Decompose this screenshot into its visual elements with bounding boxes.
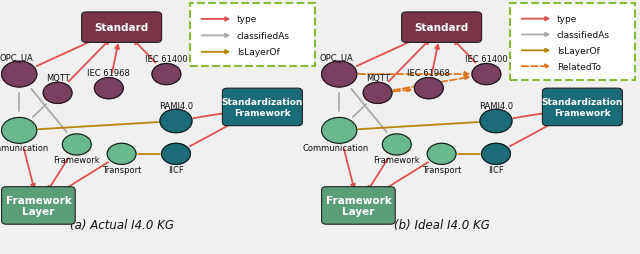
Text: Standard: Standard [95,23,148,33]
Text: IEC 61400: IEC 61400 [145,55,188,64]
Text: IICF: IICF [168,165,184,174]
Text: Standardization
Framework: Standardization Framework [541,98,623,117]
Text: type: type [237,15,257,24]
Circle shape [1,118,36,144]
Text: OPC_UA: OPC_UA [0,53,33,62]
FancyBboxPatch shape [402,13,482,43]
Circle shape [480,110,512,133]
Text: Framework
Layer: Framework Layer [6,195,71,216]
Circle shape [161,144,191,165]
Circle shape [107,144,136,165]
Text: Transport: Transport [422,165,461,174]
Circle shape [43,83,72,104]
Circle shape [95,78,124,99]
Text: IEC 61400: IEC 61400 [465,55,508,64]
Circle shape [482,144,511,165]
FancyBboxPatch shape [191,4,315,67]
Text: Framework
Layer: Framework Layer [326,195,391,216]
Text: RelatedTo: RelatedTo [557,62,601,71]
Text: MQTT: MQTT [45,74,70,83]
Text: OPC_UA: OPC_UA [319,53,353,62]
Text: Communication: Communication [303,144,369,153]
Text: classifiedAs: classifiedAs [237,32,290,41]
Text: IsLayerOf: IsLayerOf [557,47,600,56]
Circle shape [364,83,392,104]
FancyBboxPatch shape [1,187,76,224]
FancyBboxPatch shape [322,187,396,224]
Circle shape [321,118,357,144]
Text: Communication: Communication [0,144,49,153]
Text: type: type [557,15,577,24]
FancyBboxPatch shape [82,13,161,43]
Text: classifiedAs: classifiedAs [557,31,610,40]
Text: (b) Ideal I4.0 KG: (b) Ideal I4.0 KG [394,218,490,231]
Text: RAMI4.0: RAMI4.0 [479,101,513,110]
FancyBboxPatch shape [223,89,302,126]
Circle shape [152,64,181,85]
Text: Framework: Framework [374,156,420,165]
Text: MQTT: MQTT [365,74,390,83]
Circle shape [160,110,192,133]
Text: RAMI4.0: RAMI4.0 [159,101,193,110]
Circle shape [428,144,456,165]
FancyBboxPatch shape [543,89,622,126]
Text: Standardization
Framework: Standardization Framework [221,98,303,117]
Text: IsLayerOf: IsLayerOf [237,48,280,57]
Circle shape [472,64,500,85]
Circle shape [63,134,91,155]
Text: Framework: Framework [54,156,100,165]
Circle shape [383,134,412,155]
Circle shape [1,62,36,88]
Text: Standard: Standard [415,23,468,33]
Text: IEC 61968: IEC 61968 [408,69,450,78]
Circle shape [321,62,357,88]
Text: IEC 61968: IEC 61968 [88,69,130,78]
Text: IICF: IICF [488,165,504,174]
Text: Transport: Transport [102,165,141,174]
FancyBboxPatch shape [511,4,636,81]
Circle shape [415,78,444,99]
Text: (a) Actual I4.0 KG: (a) Actual I4.0 KG [70,218,173,231]
